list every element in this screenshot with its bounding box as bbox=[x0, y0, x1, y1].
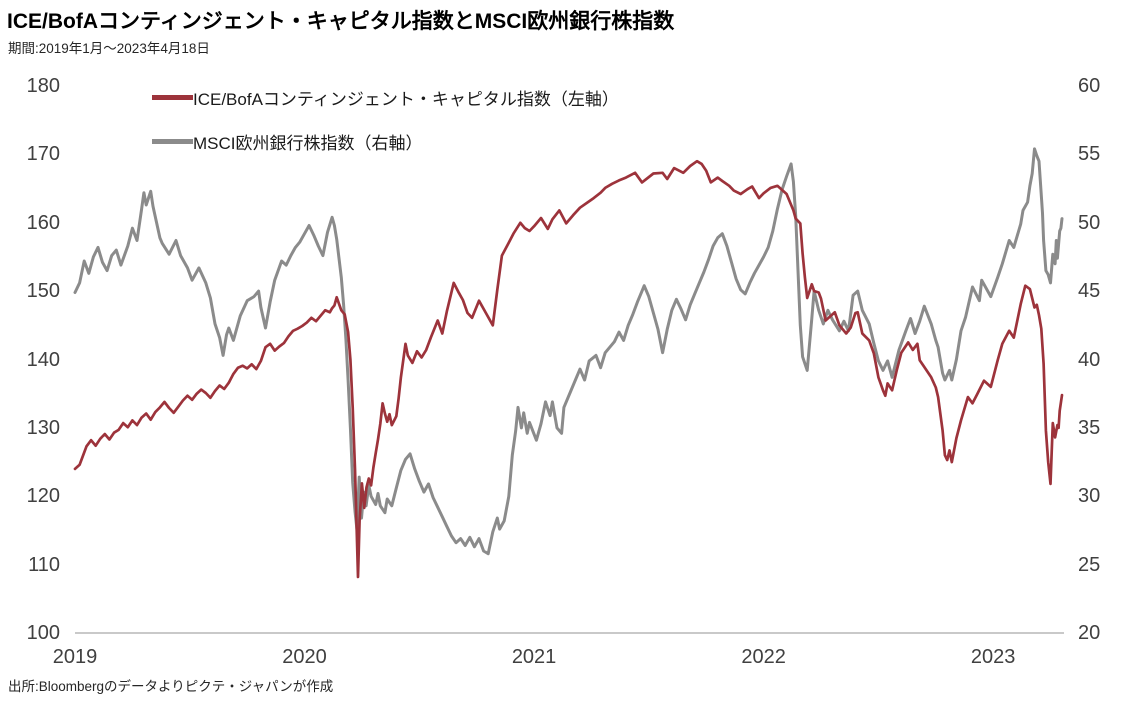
legend-label-msci-banks: MSCI欧州銀行株指数（右軸） bbox=[193, 133, 423, 153]
axis-tick-label: 160 bbox=[26, 211, 60, 234]
axis-tick-label: 50 bbox=[1078, 211, 1101, 234]
axis-tick-label: 25 bbox=[1078, 553, 1101, 576]
axis-tick-label: 2020 bbox=[282, 646, 327, 668]
axis-tick-label: 45 bbox=[1078, 280, 1101, 303]
axis-tick-label: 130 bbox=[26, 416, 60, 439]
legend-item-coco-index: ICE/BofAコンティンジェント・キャピタル指数（左軸） bbox=[152, 84, 619, 110]
axis-tick-label: 110 bbox=[28, 553, 60, 576]
axis-tick-label: 140 bbox=[26, 348, 60, 371]
axis-tick-label: 2021 bbox=[511, 646, 557, 668]
axis-tick-label: 2022 bbox=[741, 646, 786, 668]
axis-tick-label: 35 bbox=[1078, 416, 1101, 439]
axis-tick-label: 2023 bbox=[970, 646, 1016, 668]
chart-title: ICE/BofAコンティンジェント・キャピタル指数とMSCI欧州銀行株指数 bbox=[7, 10, 675, 33]
axis-tick-label: 120 bbox=[26, 485, 60, 508]
chart-period-subtitle: 期間:2019年1月～2023年4月18日 bbox=[8, 41, 210, 56]
axis-tick-label: 2019 bbox=[52, 646, 98, 668]
axis-tick-label: 40 bbox=[1078, 348, 1101, 371]
legend-line-swatch-red bbox=[152, 94, 193, 100]
axis-tick-label: 55 bbox=[1078, 143, 1101, 166]
axis-tick-label: 100 bbox=[26, 622, 60, 644]
legend-item-msci-banks: MSCI欧州銀行株指数（右軸） bbox=[152, 128, 619, 154]
axis-tick-label: 20 bbox=[1078, 622, 1101, 644]
legend-line-swatch-gray bbox=[152, 138, 193, 144]
legend-label-coco-index: ICE/BofAコンティンジェント・キャピタル指数（左軸） bbox=[193, 89, 619, 109]
x-axis-line bbox=[75, 632, 1064, 634]
legend: ICE/BofAコンティンジェント・キャピタル指数（左軸） MSCI欧州銀行株指… bbox=[152, 84, 619, 172]
axis-tick-label: 170 bbox=[26, 143, 60, 166]
series-line-coco-index bbox=[73, 159, 1064, 579]
series-line-msci-banks bbox=[73, 147, 1064, 556]
axis-tick-label: 180 bbox=[26, 75, 60, 97]
chart-source: 出所:Bloombergのデータよりピクテ・ジャパンが作成 bbox=[8, 679, 334, 694]
axis-tick-label: 30 bbox=[1078, 485, 1101, 508]
axis-tick-label: 150 bbox=[26, 280, 60, 303]
axis-tick-label: 60 bbox=[1078, 75, 1101, 97]
